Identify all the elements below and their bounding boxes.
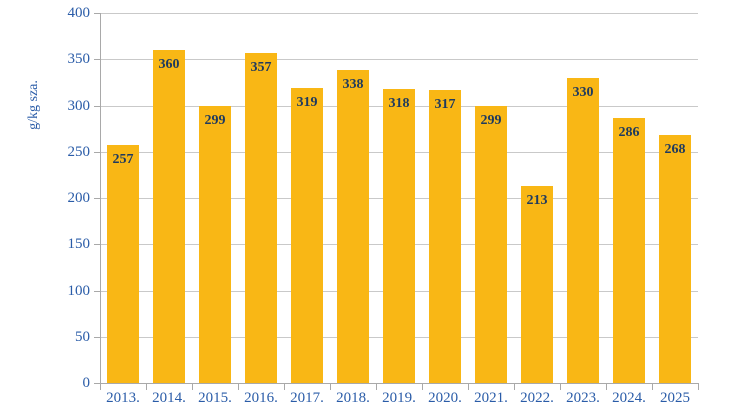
x-tick-label: 2016. [244,390,278,406]
bar-value-label: 299 [204,113,226,129]
bar-value-label: 338 [342,77,364,93]
bar [521,185,553,383]
bar [245,52,277,383]
bar-value-label: 268 [664,142,686,158]
x-axis-tick [652,384,653,390]
x-axis-tick [100,384,101,390]
y-axis-tick [94,151,100,153]
bar-value-label: 360 [158,57,180,72]
x-axis-tick [238,384,239,390]
x-tick-label: 2021. [474,390,508,406]
x-axis-tick [422,384,423,390]
bar-value-label: 318 [388,95,410,111]
y-axis-tick [94,336,100,338]
x-axis-tick [698,384,699,390]
bar [337,70,369,383]
gridline [100,59,698,61]
x-axis-tick [284,384,285,390]
bar [199,106,231,383]
bar-value-label: 299 [480,113,502,129]
x-tick-label: 2024. [612,390,646,406]
y-tick-label: 0 [82,375,91,391]
x-axis-tick [514,384,515,390]
x-axis-line [100,383,699,384]
bar [383,88,415,383]
x-axis-tick [606,384,607,390]
y-axis-line [100,13,101,383]
y-axis-tick [94,198,100,199]
bar [291,87,323,383]
y-axis-tick [94,13,100,14]
x-tick-label: 2022. [520,390,554,406]
y-axis-tick [94,59,100,61]
y-axis-tick [94,105,100,107]
bar-value-label: 213 [526,192,548,208]
x-axis-tick [146,384,147,390]
x-tick-label: 2014. [152,390,186,406]
gridline [100,13,698,14]
x-tick-label: 2025 [660,390,690,406]
bar-value-label: 357 [250,59,272,75]
bar [429,89,461,383]
x-tick-label: 2019. [382,390,416,406]
y-axis-tick [94,383,100,384]
x-axis-tick [376,384,377,390]
x-tick-label: 2020. [428,390,462,406]
bar-value-label: 257 [112,152,134,168]
bar-value-label: 319 [296,94,318,110]
bar [567,77,599,383]
x-tick-label: 2017. [290,390,324,406]
y-tick-label: 150 [67,236,91,253]
x-tick-label: 2015. [198,390,232,406]
y-tick-label: 350 [67,51,91,68]
y-axis-tick [94,244,100,246]
x-axis-tick [192,384,193,390]
x-axis-tick [560,384,561,390]
bar-value-label: 286 [618,125,640,141]
bar-value-label: 330 [572,84,594,100]
y-tick-label: 100 [67,282,91,299]
x-tick-label: 2013. [106,390,140,406]
y-tick-label: 250 [67,143,91,160]
bar [153,50,185,383]
bar-value-label: 317 [434,96,456,112]
x-tick-label: 2018. [336,390,370,406]
y-tick-label: 400 [67,5,91,21]
y-tick-label: 50 [75,328,90,345]
bar [475,106,507,383]
bar [107,145,139,383]
y-axis-tick [94,290,100,292]
x-axis-tick [330,384,331,390]
y-tick-label: 300 [67,97,91,114]
x-axis-tick [468,384,469,390]
x-tick-label: 2023. [566,390,600,406]
y-tick-label: 200 [67,190,91,206]
bar [659,135,691,383]
bar [613,118,645,383]
